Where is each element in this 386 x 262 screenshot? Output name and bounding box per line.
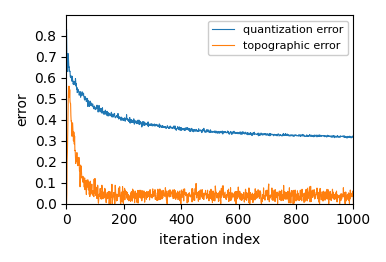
- topographic error: [66, 85, 71, 88]
- quantization error: [345, 137, 349, 140]
- quantization error: [293, 134, 298, 137]
- topographic error: [64, 202, 69, 205]
- Y-axis label: error: error: [15, 92, 29, 126]
- quantization error: [191, 128, 195, 131]
- topographic error: [293, 195, 298, 198]
- topographic error: [262, 195, 266, 198]
- Line: quantization error: quantization error: [66, 30, 354, 138]
- topographic error: [351, 202, 356, 205]
- topographic error: [288, 194, 293, 198]
- quantization error: [351, 135, 356, 138]
- topographic error: [181, 192, 185, 195]
- quantization error: [180, 128, 185, 131]
- topographic error: [94, 185, 98, 189]
- quantization error: [288, 133, 293, 137]
- Line: topographic error: topographic error: [66, 86, 354, 204]
- quantization error: [261, 133, 266, 136]
- Legend: quantization error, topographic error: quantization error, topographic error: [208, 20, 348, 55]
- X-axis label: iteration index: iteration index: [159, 233, 261, 247]
- topographic error: [191, 191, 196, 194]
- quantization error: [64, 28, 69, 31]
- quantization error: [93, 107, 98, 110]
